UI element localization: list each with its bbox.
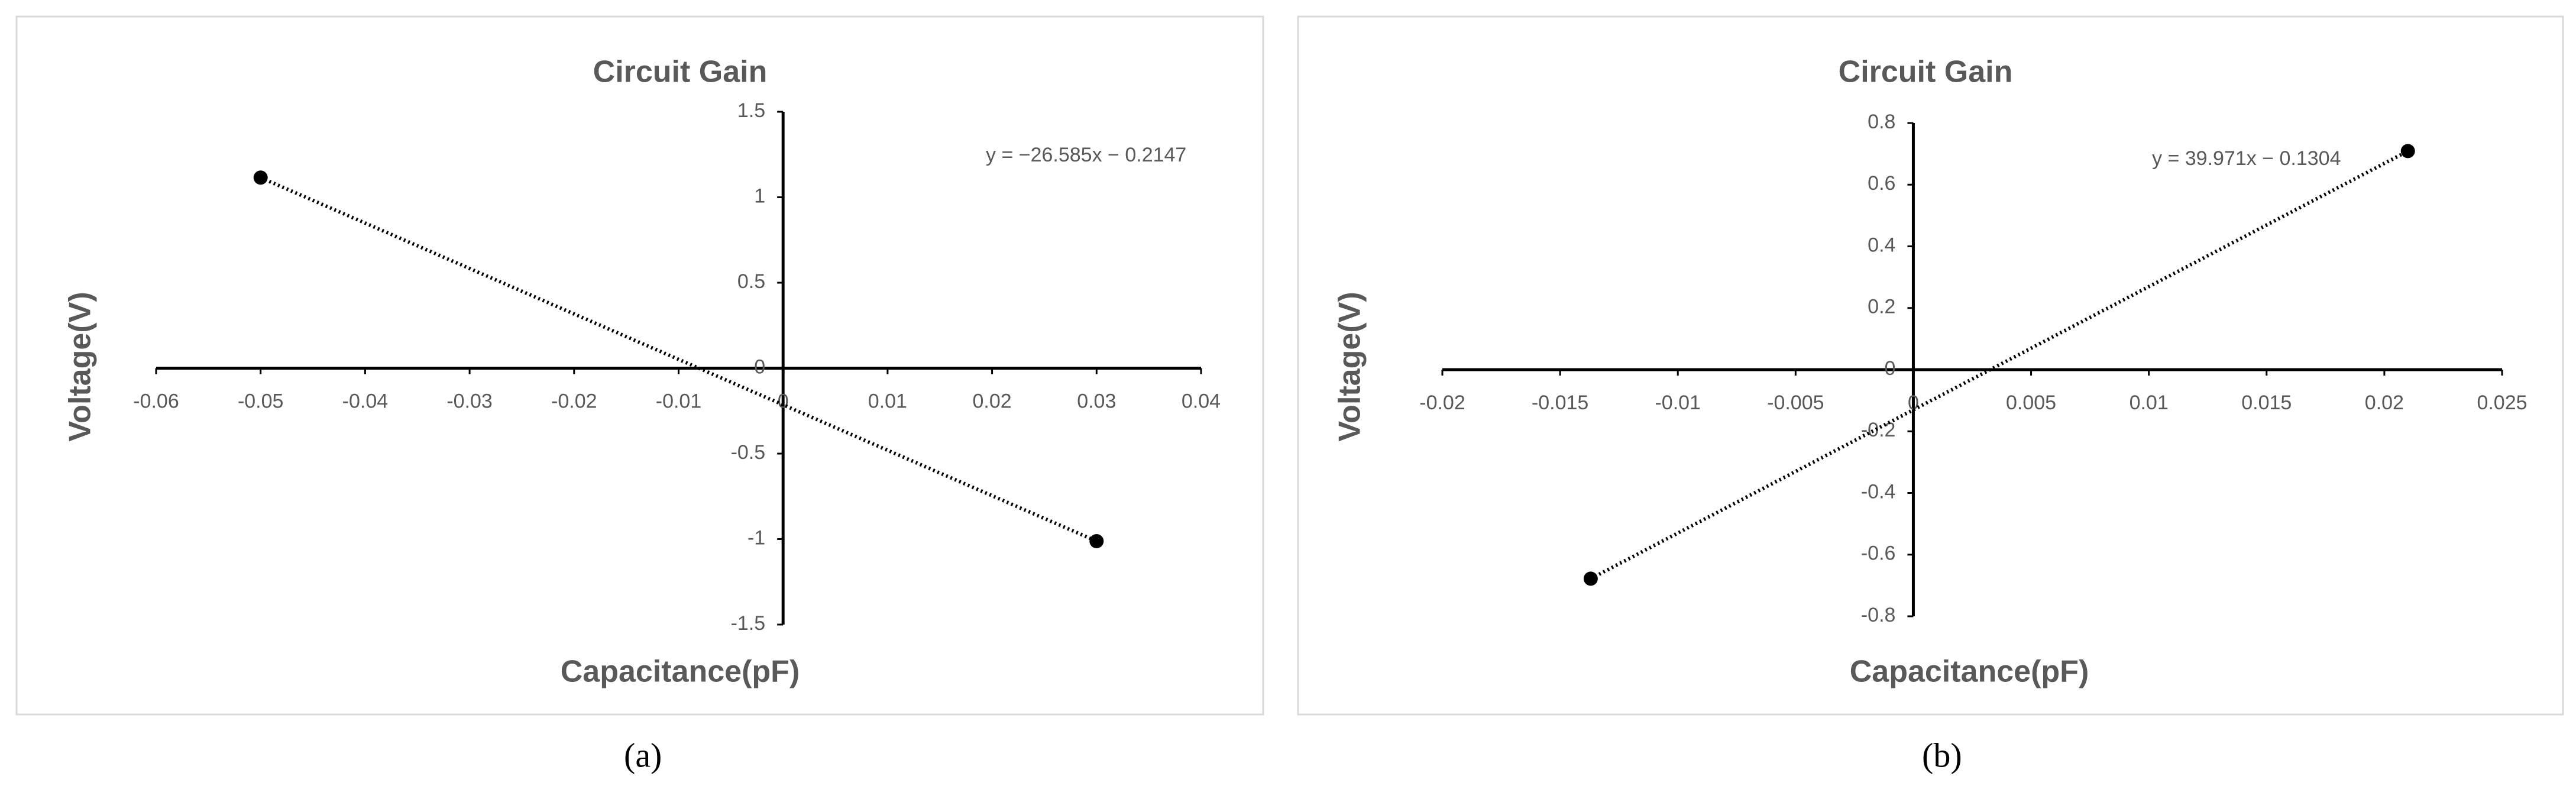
y-tick-label: -0.6 bbox=[1861, 542, 1896, 565]
panel-frame bbox=[15, 15, 1264, 716]
y-tick-label: -1 bbox=[747, 526, 765, 549]
y-tick-label: 1.5 bbox=[737, 99, 765, 122]
trendline-equation: y = −26.585x − 0.2147 bbox=[986, 144, 1186, 166]
x-tick-label: -0.015 bbox=[1532, 392, 1588, 414]
y-tick-label: -0.4 bbox=[1861, 480, 1896, 503]
trendline bbox=[260, 176, 1098, 543]
y-tick-label: -0.8 bbox=[1861, 604, 1896, 626]
y-axis-title: Voltage(V) bbox=[1333, 292, 1367, 441]
chart-panel: -0.02 -0.015 -0.01 -0.005 0 0.005 0.01 0.015 0.0… bbox=[1297, 15, 2564, 716]
x-tick-label: -0.04 bbox=[342, 390, 389, 412]
y-tick-label: 0 bbox=[754, 355, 765, 378]
x-tick-label: -0.005 bbox=[1767, 392, 1824, 414]
x-tick-label: 0.005 bbox=[2006, 392, 2056, 414]
y-tick-label: 0 bbox=[1885, 357, 1896, 380]
data-point bbox=[1089, 533, 1104, 548]
data-point bbox=[1583, 571, 1598, 586]
chart-title: Circuit Gain bbox=[1839, 55, 2013, 89]
x-axis-title: Capacitance(pF) bbox=[561, 655, 800, 689]
y-tick-label: -0.5 bbox=[731, 441, 766, 464]
chart-title: Circuit Gain bbox=[593, 55, 768, 89]
y-tick-label: 0.8 bbox=[1868, 111, 1895, 133]
data-point bbox=[253, 170, 268, 185]
x-tick-label: -0.02 bbox=[1419, 392, 1465, 414]
panel-frame bbox=[1297, 15, 2564, 716]
x-tick-label: 0.025 bbox=[2477, 392, 2527, 414]
panel-caption: (b) bbox=[1922, 736, 1962, 774]
y-tick-label: 1 bbox=[754, 185, 765, 207]
trendline-equation: y = 39.971x − 0.1304 bbox=[2152, 147, 2341, 170]
x-tick-label: 0.03 bbox=[1077, 390, 1116, 412]
x-tick-label: -0.05 bbox=[238, 390, 284, 412]
x-tick-label: 0.02 bbox=[2365, 392, 2404, 414]
y-tick-label: 0.4 bbox=[1868, 234, 1895, 256]
y-tick-label: -0.2 bbox=[1861, 419, 1896, 441]
x-axis-title: Capacitance(pF) bbox=[1850, 655, 2089, 689]
x-tick-label: 0.01 bbox=[868, 390, 907, 412]
trendline bbox=[1590, 149, 2409, 581]
y-tick-label: 0.6 bbox=[1868, 172, 1895, 195]
data-point bbox=[2400, 144, 2415, 159]
panel-caption: (a) bbox=[624, 736, 662, 774]
chart-panel: -0.06 -0.05 -0.04 -0.03 -0.02 -0.01 0 0.01 0.02 0… bbox=[15, 15, 1264, 716]
x-tick-label: -0.01 bbox=[656, 390, 702, 412]
x-tick-label: 0.04 bbox=[1182, 390, 1221, 412]
x-tick-label: -0.01 bbox=[1655, 392, 1701, 414]
x-tick-label: -0.06 bbox=[133, 390, 179, 412]
x-tick-label: 0.02 bbox=[973, 390, 1012, 412]
y-tick-label: 0.2 bbox=[1868, 296, 1895, 318]
x-tick-label: 0.01 bbox=[2130, 392, 2169, 414]
x-tick-label: 0.015 bbox=[2241, 392, 2292, 414]
y-tick-label: -1.5 bbox=[731, 612, 766, 635]
x-tick-label: -0.03 bbox=[446, 390, 493, 412]
y-axis-title: Voltage(V) bbox=[63, 292, 98, 441]
x-tick-label: 0 bbox=[1908, 392, 1919, 414]
y-tick-label: 0.5 bbox=[737, 270, 765, 293]
x-tick-label: -0.02 bbox=[551, 390, 597, 412]
